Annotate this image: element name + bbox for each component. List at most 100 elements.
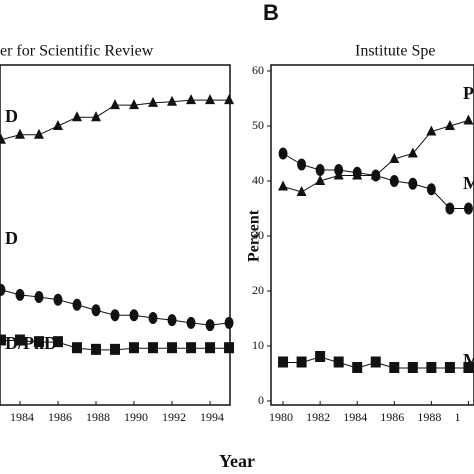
circle-marker: [463, 202, 473, 215]
circle-marker: [352, 166, 362, 179]
plot-frame: [270, 64, 474, 406]
triangle-marker: [278, 180, 289, 191]
triangle-marker: [52, 120, 63, 130]
triangle-marker: [444, 120, 455, 130]
y-tick-label: 30: [252, 228, 264, 242]
circle-marker: [426, 183, 436, 196]
triangle-marker: [33, 128, 44, 139]
square-marker: [148, 342, 159, 354]
square-marker: [407, 362, 418, 373]
triangle-marker: [90, 111, 101, 122]
circle-marker: [34, 291, 44, 304]
x-axis-label: Year: [219, 451, 255, 471]
series-label: M: [463, 173, 474, 193]
triangle-marker: [224, 94, 235, 105]
square-marker: [186, 342, 197, 354]
circle-marker: [129, 309, 139, 322]
panel-title: er for Scientific Review: [0, 43, 154, 60]
triangle-marker: [71, 111, 82, 122]
x-tick-label: 1988: [417, 410, 441, 424]
triangle-marker: [463, 114, 474, 125]
square-marker: [71, 342, 82, 354]
x-tick-label: 1: [454, 410, 460, 424]
series-label: D/PhD: [5, 333, 57, 353]
square-marker: [0, 334, 6, 346]
circle-marker: [278, 147, 288, 160]
circle-marker: [408, 177, 418, 190]
circle-marker: [186, 316, 196, 329]
y-axis-label: Percent: [246, 209, 263, 262]
circle-marker: [91, 304, 101, 317]
square-marker: [296, 356, 307, 368]
square-marker: [167, 342, 178, 354]
circle-marker: [53, 293, 63, 306]
y-tick-label: 0: [258, 393, 264, 407]
x-tick-label: 1982: [306, 410, 330, 424]
triangle-marker: [407, 147, 418, 158]
circle-marker: [110, 309, 120, 322]
square-marker: [205, 342, 216, 354]
x-tick-label: 1984: [10, 410, 34, 424]
square-marker: [14, 334, 25, 346]
square-marker: [333, 356, 344, 368]
square-marker: [224, 342, 235, 354]
x-tick-label: 1992: [162, 410, 186, 424]
x-tick-label: 1990: [124, 410, 148, 424]
square-marker: [444, 362, 455, 373]
square-marker: [370, 356, 381, 368]
circle-marker: [334, 164, 344, 176]
triangle-marker: [110, 99, 120, 110]
triangle-marker: [186, 94, 197, 105]
triangle-marker: [426, 125, 437, 136]
triangle-marker: [14, 128, 25, 139]
square-marker: [352, 362, 363, 373]
square-marker: [463, 362, 474, 373]
y-tick-label: 50: [252, 118, 264, 132]
circle-marker: [205, 319, 215, 332]
square-marker: [315, 351, 326, 362]
triangle-marker: [148, 96, 159, 107]
circle-marker: [389, 175, 399, 187]
y-tick-label: 40: [252, 173, 264, 187]
series-label: D: [5, 228, 18, 248]
circle-marker: [297, 158, 307, 171]
series-label: M: [463, 350, 474, 370]
square-marker: [389, 362, 400, 373]
square-marker: [52, 336, 63, 348]
y-tick-label: 20: [252, 283, 264, 297]
series-label: D: [5, 106, 18, 126]
square-marker: [90, 343, 101, 355]
x-tick-label: 1994: [200, 410, 224, 424]
triangle-marker: [315, 175, 326, 185]
plot-frame: [0, 64, 231, 406]
circle-marker: [0, 283, 6, 296]
panel-letter: B: [263, 0, 279, 25]
square-marker: [33, 336, 44, 348]
square-marker: [129, 342, 140, 354]
circle-marker: [15, 288, 25, 301]
x-tick-label: 1980: [269, 410, 293, 424]
series-label: P: [463, 83, 474, 103]
x-tick-label: 1986: [380, 410, 404, 424]
triangle-marker: [0, 133, 6, 144]
circle-marker: [224, 316, 234, 329]
circle-marker: [371, 169, 381, 182]
x-tick-label: 1988: [86, 410, 110, 424]
y-tick-label: 10: [252, 338, 264, 352]
triangle-marker: [389, 153, 400, 163]
y-tick-label: 60: [252, 63, 264, 77]
triangle-marker: [205, 94, 216, 105]
triangle-marker: [167, 95, 178, 106]
x-tick-label: 1984: [343, 410, 367, 424]
square-marker: [426, 362, 437, 373]
square-marker: [110, 343, 120, 355]
circle-marker: [315, 164, 325, 176]
circle-marker: [148, 311, 158, 324]
circle-marker: [72, 298, 82, 311]
circle-marker: [167, 314, 177, 327]
triangle-marker: [129, 99, 140, 110]
triangle-marker: [296, 186, 307, 196]
circle-marker: [445, 202, 455, 215]
square-marker: [278, 356, 289, 368]
